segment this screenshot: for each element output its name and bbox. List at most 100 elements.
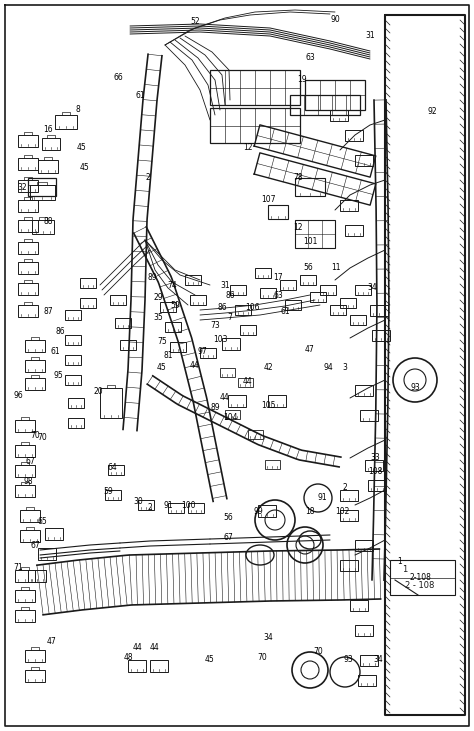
Text: 33: 33 [370, 453, 380, 463]
Bar [65, 355, 81, 365]
Text: 67: 67 [25, 458, 35, 466]
Text: 91: 91 [317, 493, 327, 502]
Bar [355, 625, 373, 636]
Bar [330, 305, 346, 315]
Bar [25, 670, 45, 682]
Bar [18, 135, 38, 147]
Text: 30: 30 [133, 498, 143, 507]
Text: 86: 86 [225, 290, 235, 300]
Bar [20, 510, 40, 522]
Bar [340, 200, 358, 211]
Bar [15, 610, 35, 622]
Text: 44: 44 [190, 360, 200, 369]
Bar [115, 318, 131, 328]
Text: 16: 16 [43, 126, 53, 135]
Bar [372, 330, 390, 341]
Text: 59: 59 [103, 488, 113, 496]
Text: 45: 45 [77, 143, 87, 153]
Text: 47: 47 [47, 637, 57, 646]
Bar [280, 280, 296, 290]
Bar [80, 298, 96, 308]
Text: 74: 74 [167, 281, 177, 289]
Bar [28, 570, 46, 582]
Text: 102: 102 [335, 507, 349, 517]
Text: 97: 97 [197, 347, 207, 357]
Text: 67: 67 [30, 540, 40, 550]
Text: 105: 105 [261, 401, 275, 409]
Text: 44: 44 [243, 377, 253, 387]
Text: 61: 61 [280, 308, 290, 317]
Bar [200, 348, 216, 358]
Bar [268, 395, 286, 407]
Text: 56: 56 [223, 513, 233, 523]
Text: 32: 32 [17, 183, 27, 192]
Text: 19: 19 [297, 75, 307, 85]
Text: 12: 12 [293, 224, 303, 232]
Text: 52: 52 [190, 18, 200, 26]
Bar [345, 225, 363, 236]
Bar [15, 420, 35, 432]
Bar [190, 295, 206, 305]
Text: 11: 11 [331, 263, 341, 273]
Bar [65, 375, 81, 385]
Bar [105, 490, 121, 500]
Bar [170, 342, 186, 352]
Text: 70: 70 [30, 431, 40, 439]
Bar [345, 130, 363, 141]
Text: 7: 7 [228, 314, 232, 322]
Text: 87: 87 [43, 308, 53, 317]
Bar [365, 460, 383, 471]
Bar [330, 110, 348, 121]
Bar [350, 600, 368, 611]
Text: 31: 31 [365, 31, 375, 39]
Bar [138, 500, 154, 510]
Text: 31: 31 [220, 281, 230, 289]
Text: 3: 3 [343, 363, 347, 373]
Bar [100, 388, 122, 418]
Bar [168, 503, 184, 513]
Bar [210, 70, 300, 105]
Text: 47: 47 [305, 346, 315, 355]
Bar [355, 285, 371, 295]
Bar [358, 675, 376, 686]
Text: 20: 20 [93, 387, 103, 396]
Bar [25, 650, 45, 662]
Text: 89: 89 [210, 404, 220, 412]
Bar [18, 305, 38, 317]
Bar [222, 338, 240, 350]
Bar [238, 378, 253, 387]
Text: 61: 61 [50, 347, 60, 357]
Bar [18, 180, 38, 192]
Text: 86: 86 [217, 303, 227, 312]
Text: 2 - 108: 2 - 108 [405, 580, 435, 589]
Bar [150, 660, 168, 672]
Text: 2: 2 [343, 483, 347, 493]
Bar [240, 325, 256, 335]
Text: 59: 59 [170, 300, 180, 309]
Text: 70: 70 [313, 648, 323, 656]
Text: 34: 34 [373, 656, 383, 664]
Text: 45: 45 [205, 656, 215, 664]
Bar [305, 80, 365, 110]
Bar [355, 385, 373, 396]
Text: 107: 107 [261, 195, 275, 205]
Bar [120, 340, 136, 350]
Bar [68, 418, 84, 428]
Bar [210, 108, 300, 143]
Bar [15, 590, 35, 602]
Bar [295, 178, 325, 196]
Text: 91: 91 [163, 501, 173, 510]
Bar [220, 368, 235, 377]
Text: 92: 92 [427, 107, 437, 116]
Bar [258, 505, 276, 517]
Text: 2-108: 2-108 [409, 574, 431, 583]
Text: 2: 2 [147, 504, 152, 512]
Text: 2: 2 [146, 173, 150, 183]
Bar [15, 570, 35, 582]
Text: 106: 106 [245, 303, 259, 312]
Bar [188, 503, 204, 513]
Bar [320, 285, 336, 295]
Bar [30, 185, 55, 200]
Bar [185, 275, 201, 285]
Bar [340, 510, 358, 521]
